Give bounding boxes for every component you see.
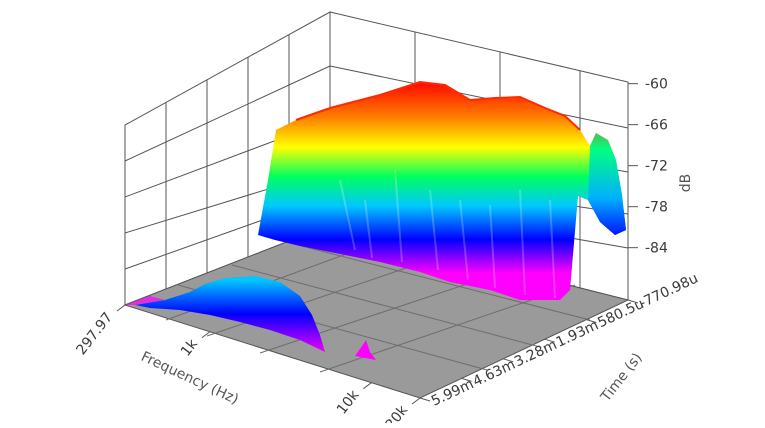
z-tick-label: -60 [645, 77, 668, 93]
z-tick-label: -78 [645, 200, 668, 216]
z-tick-label: -84 [645, 241, 668, 257]
surface-front-edge [125, 296, 165, 305]
x-tick-label: 297.97 [73, 310, 116, 358]
x-tick-mark [411, 397, 421, 405]
y-tick-mark [461, 377, 472, 382]
x-tick-label: 10k [334, 387, 363, 418]
x-tick-label: 1k [178, 336, 202, 360]
y-tick-mark [419, 397, 431, 402]
surface-streaks [339, 169, 556, 299]
x-tick-mark [363, 382, 372, 390]
left-wall-horizontals [124, 65, 331, 270]
surface-right-lobe [588, 133, 626, 235]
surface-front-spike [355, 340, 376, 360]
y-tick-mark [627, 299, 639, 304]
y-tick-mark [586, 319, 597, 324]
z-axis-title: dB [678, 174, 694, 193]
z-tick-label: -66 [645, 118, 668, 134]
x-tick-mark [116, 304, 126, 312]
surface-main-body [258, 82, 626, 300]
y-tick-mark [503, 358, 514, 363]
surface-slice-0 [258, 80, 626, 300]
surface-slice-2 [125, 276, 376, 360]
floor-gridlines-time [165, 237, 576, 373]
x-tick-label: 20k [383, 402, 412, 423]
z-axis-ticks: -60 -66 -72 -78 -84 [628, 77, 668, 257]
z-tick-label: -72 [645, 159, 668, 175]
left-wall-verticals [165, 35, 290, 289]
surface-crest [295, 80, 581, 131]
y-tick-label: -770.98u [637, 271, 701, 312]
y-axis-title: Time (s) [597, 350, 645, 406]
x-tick-mark [201, 331, 211, 339]
y-tick-mark [544, 338, 555, 343]
surface-front-hump [135, 276, 325, 352]
